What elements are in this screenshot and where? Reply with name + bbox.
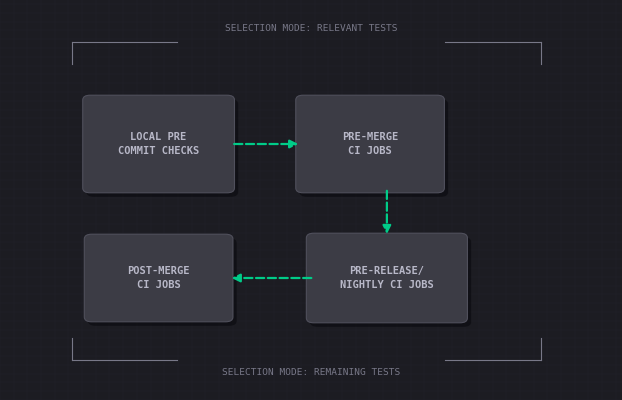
Text: SELECTION MODE: RELEVANT TESTS: SELECTION MODE: RELEVANT TESTS — [225, 24, 397, 33]
Text: LOCAL PRE
COMMIT CHECKS: LOCAL PRE COMMIT CHECKS — [118, 132, 199, 156]
FancyBboxPatch shape — [306, 233, 468, 323]
Text: SELECTION MODE: REMAINING TESTS: SELECTION MODE: REMAINING TESTS — [222, 368, 400, 377]
FancyBboxPatch shape — [300, 99, 448, 197]
FancyBboxPatch shape — [86, 99, 238, 197]
FancyBboxPatch shape — [310, 237, 471, 327]
Text: PRE-MERGE
CI JOBS: PRE-MERGE CI JOBS — [342, 132, 398, 156]
Text: POST-MERGE
CI JOBS: POST-MERGE CI JOBS — [128, 266, 190, 290]
Text: PRE-RELEASE/
NIGHTLY CI JOBS: PRE-RELEASE/ NIGHTLY CI JOBS — [340, 266, 434, 290]
FancyBboxPatch shape — [85, 234, 233, 322]
FancyBboxPatch shape — [88, 238, 236, 326]
FancyBboxPatch shape — [295, 95, 444, 193]
FancyBboxPatch shape — [83, 95, 234, 193]
